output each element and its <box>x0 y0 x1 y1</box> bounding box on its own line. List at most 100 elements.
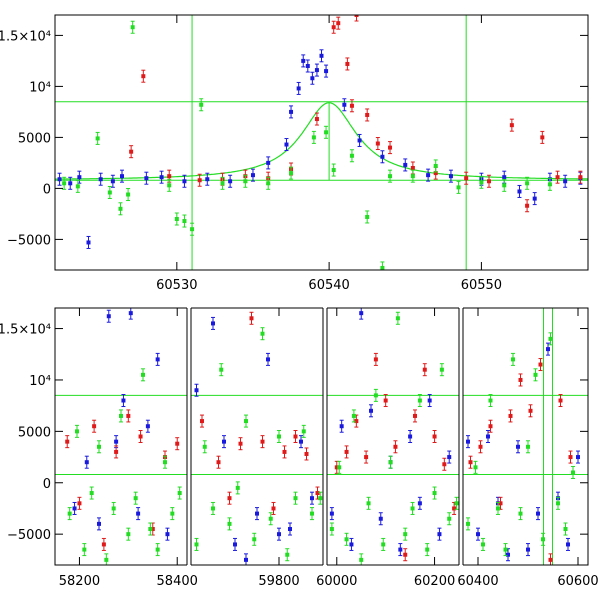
data-point <box>454 501 459 506</box>
data-point <box>526 444 530 449</box>
data-point <box>289 171 294 176</box>
data-point <box>98 177 103 182</box>
data-series <box>57 49 583 249</box>
data-point <box>114 449 119 454</box>
data-point <box>344 449 349 454</box>
data-point <box>318 496 323 501</box>
data-point <box>448 174 453 179</box>
data-point <box>456 185 461 190</box>
data-point <box>200 419 204 424</box>
data-point <box>129 149 134 154</box>
data-point <box>126 413 131 418</box>
data-point <box>413 413 417 418</box>
data-point <box>373 393 378 398</box>
data-point <box>57 177 62 182</box>
data-point <box>433 163 438 168</box>
data-point <box>365 214 370 219</box>
data-point <box>114 439 119 444</box>
data-point <box>432 434 437 439</box>
data-point <box>111 506 116 511</box>
data-point <box>498 501 503 506</box>
data-point <box>301 58 306 63</box>
data-point <box>199 102 204 107</box>
data-series <box>67 311 575 565</box>
data-point <box>548 336 553 341</box>
data-point <box>380 265 385 270</box>
data-point <box>311 135 316 140</box>
top-panel-light-curve-zoom: −5000 0 5000 10⁴ 1.5×10⁴ 60530 60540 60550 <box>0 14 589 293</box>
data-point <box>525 203 530 208</box>
data-point <box>425 547 430 552</box>
data-point <box>488 424 493 429</box>
data-point <box>357 138 362 143</box>
data-point <box>488 398 493 403</box>
data-point <box>541 537 545 542</box>
data-point <box>334 465 339 470</box>
data-point <box>433 171 438 176</box>
data-point <box>97 521 101 526</box>
data-point <box>268 516 273 521</box>
data-point <box>388 460 393 465</box>
data-point <box>120 174 125 179</box>
y-tick-label: 1.5×10⁴ <box>0 323 51 338</box>
data-point <box>165 532 170 537</box>
data-point <box>366 501 371 506</box>
data-point <box>266 357 270 362</box>
data-point <box>227 521 232 526</box>
x-tick-label: 60600 <box>557 574 598 589</box>
data-point <box>194 388 199 393</box>
data-point <box>190 227 195 232</box>
data-point <box>331 168 336 173</box>
data-point <box>319 53 324 58</box>
data-point <box>533 372 538 377</box>
data-point <box>364 455 369 460</box>
data-point <box>144 176 149 181</box>
x-tick-label: 58400 <box>157 574 198 589</box>
data-point <box>437 532 442 537</box>
data-point <box>227 496 232 501</box>
data-point <box>252 537 257 542</box>
data-point <box>130 25 135 30</box>
data-point <box>62 181 67 186</box>
y-tick-label: 5000 <box>18 131 51 146</box>
y-tick-label: 10⁴ <box>29 374 51 389</box>
data-point <box>354 419 359 424</box>
data-point <box>293 496 298 501</box>
data-point <box>571 470 575 475</box>
data-point <box>526 547 530 552</box>
data-point <box>336 21 341 26</box>
data-point <box>222 439 226 444</box>
data-point <box>228 179 233 184</box>
bottom-panel-full-light-curve: −5000 0 5000 10⁴ 1.5×10⁴ 58200 58400 59800 60000… <box>0 307 599 589</box>
x-tick-label: 60530 <box>156 278 197 293</box>
data-point <box>351 413 356 418</box>
data-point <box>277 532 281 537</box>
data-point <box>260 331 265 336</box>
data-point <box>525 181 530 186</box>
data-point <box>216 460 221 465</box>
data-point <box>388 145 393 150</box>
data-point <box>138 434 143 439</box>
data-point <box>503 547 508 552</box>
data-point <box>77 501 82 506</box>
data-point <box>68 181 73 186</box>
data-point <box>314 117 319 122</box>
data-point <box>314 68 319 73</box>
data-point <box>422 367 427 372</box>
data-point <box>104 557 109 562</box>
data-point <box>478 444 483 449</box>
data-point <box>447 516 452 521</box>
plot-frame <box>54 307 589 566</box>
data-point <box>466 521 470 526</box>
data-point <box>86 240 91 245</box>
data-point <box>182 219 187 224</box>
data-point <box>324 130 329 135</box>
data-point <box>408 434 413 439</box>
data-point <box>315 491 320 496</box>
data-point <box>354 15 359 17</box>
data-point <box>101 542 106 547</box>
x-tick-label: 60540 <box>308 278 349 293</box>
data-point <box>417 501 422 506</box>
plot-frame <box>54 14 589 271</box>
data-point <box>563 527 568 532</box>
